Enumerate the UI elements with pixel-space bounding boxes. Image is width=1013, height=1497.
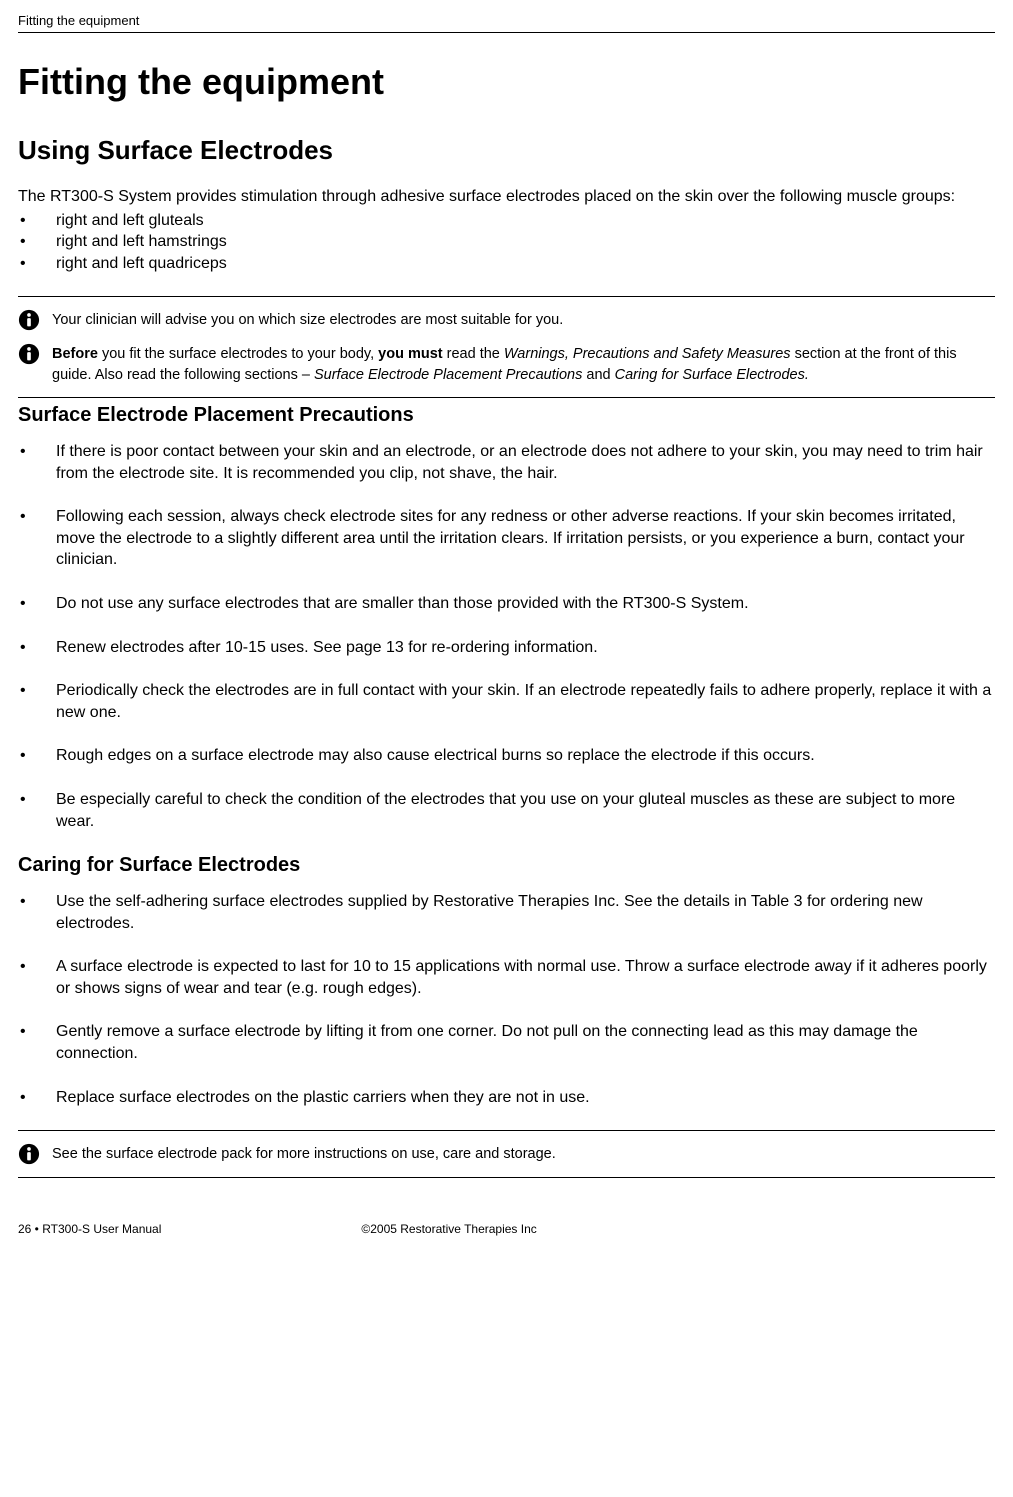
list-item: Periodically check the electrodes are in… <box>18 680 995 723</box>
section-heading-caring-for-electrodes: Caring for Surface Electrodes <box>18 854 995 877</box>
page-title: Fitting the equipment <box>18 61 995 103</box>
list-item: right and left hamstrings <box>18 231 995 253</box>
info-note-see-pack: See the surface electrode pack for more … <box>18 1143 995 1165</box>
list-item: Use the self-adhering surface electrodes… <box>18 891 995 934</box>
info-icon <box>18 343 40 365</box>
list-item: Renew electrodes after 10-15 uses. See p… <box>18 637 995 659</box>
list-item: A surface electrode is expected to last … <box>18 956 995 999</box>
caring-list: Use the self-adhering surface electrodes… <box>18 891 995 1108</box>
muscle-groups-list: right and left gluteals right and left h… <box>18 210 995 275</box>
page-footer: 26 • RT300-S User Manual ©2005 Restorati… <box>18 1222 995 1236</box>
info-note-before-fitting: Before you fit the surface electrodes to… <box>18 343 995 385</box>
precautions-list: If there is poor contact between your sk… <box>18 441 995 832</box>
list-item: Do not use any surface electrodes that a… <box>18 593 995 615</box>
info-icon <box>18 309 40 331</box>
intro-paragraph: The RT300-S System provides stimulation … <box>18 186 995 208</box>
text-span: read the <box>443 346 504 362</box>
info-text: Your clinician will advise you on which … <box>52 309 563 330</box>
italic-text: Warnings, Precautions and Safety Measure… <box>504 346 791 362</box>
page-header: Fitting the equipment <box>18 12 995 33</box>
info-icon <box>18 1143 40 1165</box>
info-text: See the surface electrode pack for more … <box>52 1143 556 1164</box>
bold-text: you must <box>378 346 442 362</box>
list-item: Gently remove a surface electrode by lif… <box>18 1021 995 1064</box>
section-heading-placement-precautions: Surface Electrode Placement Precautions <box>18 404 995 427</box>
bold-text: Before <box>52 346 98 362</box>
list-item: Replace surface electrodes on the plasti… <box>18 1087 995 1109</box>
italic-text: Caring for Surface Electrodes. <box>615 367 809 383</box>
list-item: right and left quadriceps <box>18 253 995 275</box>
horizontal-rule <box>18 296 995 297</box>
list-item: Following each session, always check ele… <box>18 506 995 571</box>
text-span: and <box>582 367 614 383</box>
horizontal-rule <box>18 397 995 398</box>
footer-copyright: ©2005 Restorative Therapies Inc <box>361 1222 536 1236</box>
list-item: If there is poor contact between your sk… <box>18 441 995 484</box>
text-span: you fit the surface electrodes to your b… <box>98 346 378 362</box>
italic-text: Surface Electrode Placement Precautions <box>314 367 582 383</box>
list-item: right and left gluteals <box>18 210 995 232</box>
list-item: Rough edges on a surface electrode may a… <box>18 745 995 767</box>
horizontal-rule <box>18 1130 995 1131</box>
footer-page-label: 26 • RT300-S User Manual <box>18 1222 361 1236</box>
running-title: Fitting the equipment <box>18 13 139 28</box>
section-heading-using-surface-electrodes: Using Surface Electrodes <box>18 135 995 166</box>
info-note-size: Your clinician will advise you on which … <box>18 309 995 331</box>
horizontal-rule <box>18 1177 995 1178</box>
info-text: Before you fit the surface electrodes to… <box>52 343 995 385</box>
list-item: Be especially careful to check the condi… <box>18 789 995 832</box>
